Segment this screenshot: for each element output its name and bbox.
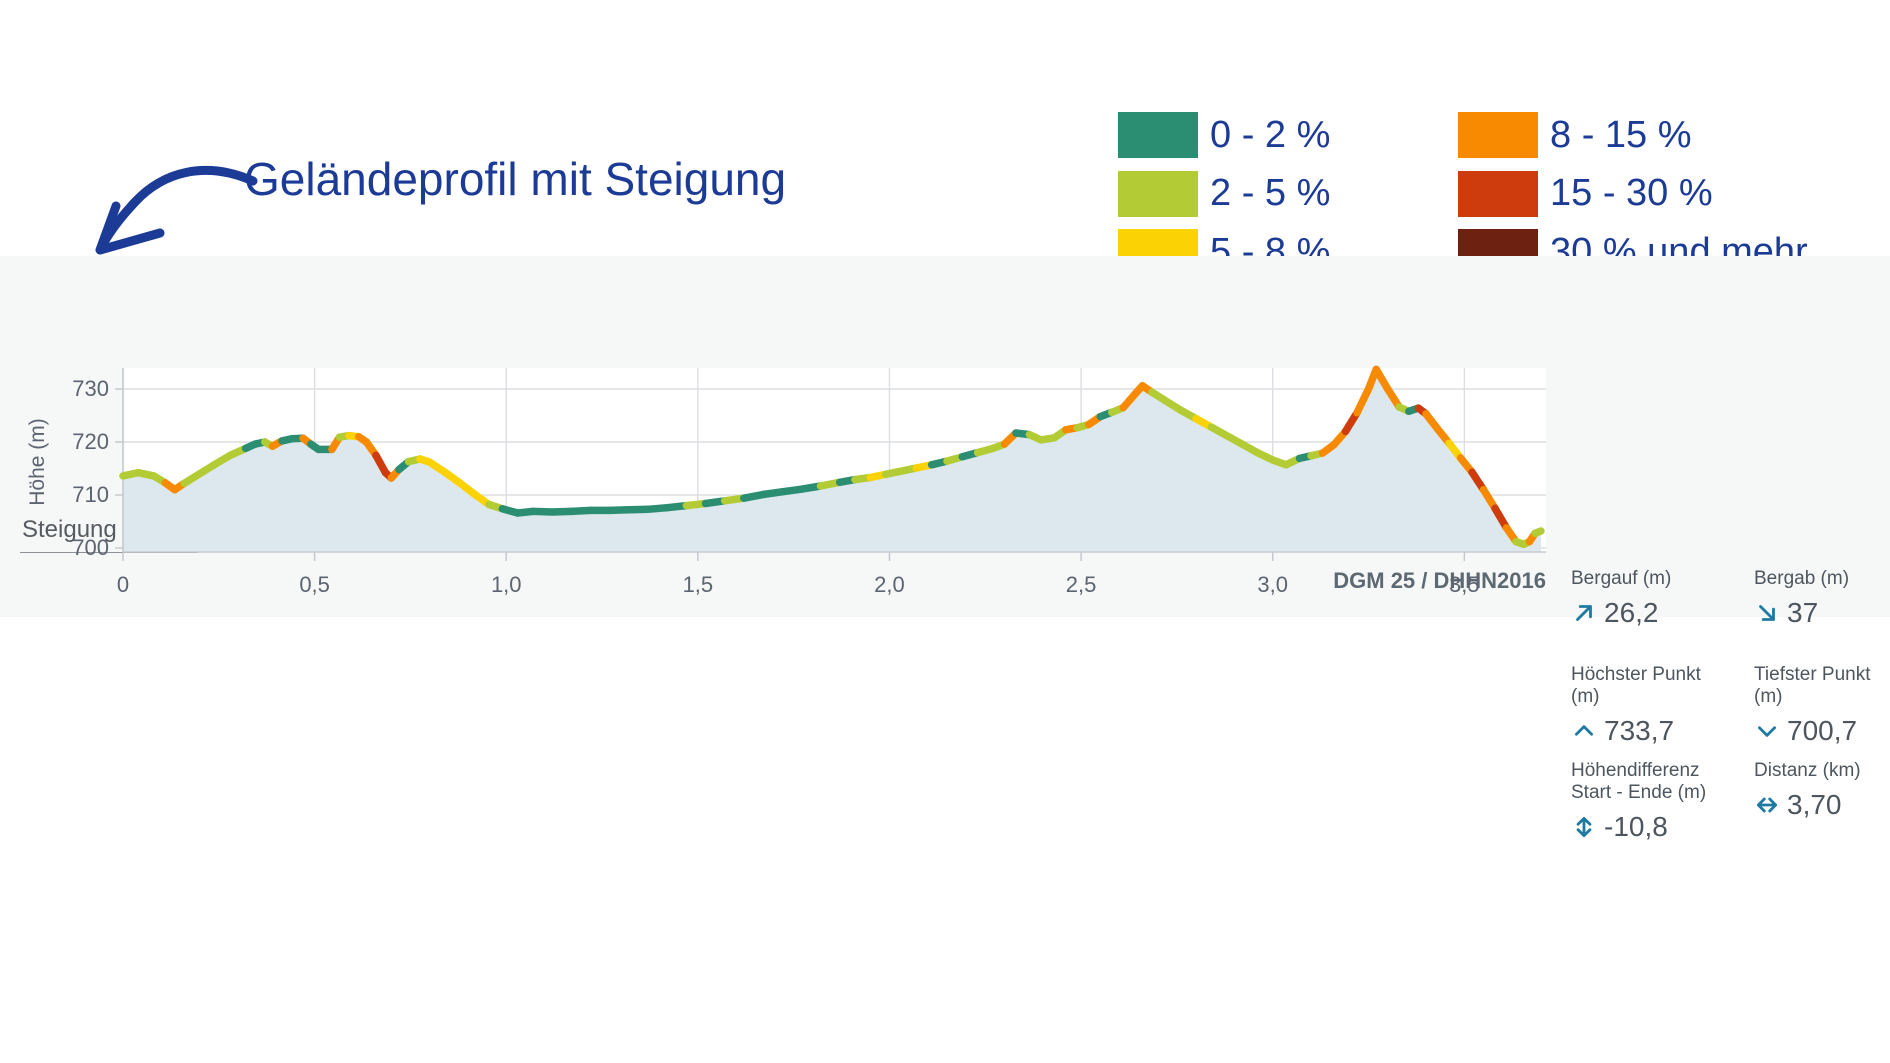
stat-item: Bergab (m) 37 xyxy=(1754,568,1890,629)
stat-value: 37 xyxy=(1787,597,1819,628)
stat-label: Distanz (km) xyxy=(1754,760,1861,781)
steigung-dropdown[interactable]: Steigung xyxy=(20,514,198,553)
stat-value-row: -10,8 xyxy=(1571,811,1716,843)
chart-band: Steigung DGM 25 / DHHN2016 0 0,5 1,0 1,5 2,0… xyxy=(0,256,1890,842)
stat-value-row: 700,7 xyxy=(1754,715,1890,747)
stat-item: Distanz (km) 3,70 xyxy=(1754,760,1890,821)
svg-text:2,5: 2,5 xyxy=(1066,572,1097,597)
legend-swatch xyxy=(1118,170,1198,217)
legend-item-label: 15 - 30 % xyxy=(1550,172,1713,214)
legend-item: 0 - 2 % xyxy=(1118,112,1330,158)
profile-line xyxy=(119,365,1545,549)
elevation-profile-chart[interactable]: 0 0,5 1,0 1,5 2,0 2,5 3,0 3,5 700 710 720 730 Höhe (… xyxy=(0,256,1890,617)
legend-item: 2 - 5 % xyxy=(1118,170,1331,217)
stat-label: Höchster Punkt (m) xyxy=(1571,664,1701,707)
svg-text:0,5: 0,5 xyxy=(299,572,330,597)
legend-item-label: 0 - 2 % xyxy=(1210,113,1331,156)
stat-value: 733,7 xyxy=(1604,715,1675,746)
chevron-down-icon xyxy=(1758,726,1776,737)
stat-value: 700,7 xyxy=(1787,715,1858,746)
legend-swatch xyxy=(1458,112,1538,158)
svg-text:3,5: 3,5 xyxy=(1449,572,1480,597)
legend-item-label: 2 - 5 % xyxy=(1210,172,1331,214)
stat-value: 26,2 xyxy=(1604,597,1659,628)
stat-value-row: 733,7 xyxy=(1571,715,1716,747)
svg-text:710: 710 xyxy=(72,482,109,507)
stat-value-row: 26,2 xyxy=(1571,597,1716,629)
stat-item: Bergauf (m) 26,2 xyxy=(1571,568,1716,629)
legend-item-label: 8 - 15 % xyxy=(1550,113,1692,156)
annotation-title: Geländeprofil mit Steigung xyxy=(244,153,787,205)
arrow-left-right-icon xyxy=(1756,797,1778,813)
svg-text:700: 700 xyxy=(72,535,109,560)
source-label: DGM 25 / DHHN2016 xyxy=(1333,568,1546,593)
svg-text:3,0: 3,0 xyxy=(1257,572,1288,597)
stat-item: Höchster Punkt (m) 733,7 xyxy=(1571,664,1716,747)
chevron-up-icon xyxy=(1575,725,1593,736)
svg-text:1,5: 1,5 xyxy=(683,572,714,597)
stat-label: Höhendifferenz Start - Ende (m) xyxy=(1571,760,1707,803)
stat-value-row: 37 xyxy=(1754,597,1890,629)
legend-item: 15 - 30 % xyxy=(1458,170,1713,217)
axes xyxy=(122,368,1546,553)
svg-text:2,0: 2,0 xyxy=(874,572,905,597)
legend-swatch xyxy=(1118,112,1198,158)
svg-text:1,0: 1,0 xyxy=(491,572,522,597)
stat-label: Bergab (m) xyxy=(1754,568,1850,589)
arrow-up-down-icon xyxy=(1576,816,1592,838)
svg-text:0: 0 xyxy=(117,572,129,597)
steigung-label: Steigung xyxy=(22,516,117,543)
arrow-up-right-icon xyxy=(1576,605,1592,621)
axis-labels: 0 0,5 1,0 1,5 2,0 2,5 3,0 3,5 700 710 720 730 Höhe (… xyxy=(26,376,1480,597)
stat-value: -10,8 xyxy=(1604,811,1668,842)
stat-label: Bergauf (m) xyxy=(1571,568,1672,589)
y-axis-title: Höhe (m) xyxy=(26,418,49,506)
legend-item: 8 - 15 % xyxy=(1458,112,1692,158)
stat-value: 3,70 xyxy=(1787,789,1842,820)
arrow-down-right-icon xyxy=(1759,605,1775,621)
legend-swatch xyxy=(1458,170,1538,217)
stat-item: Tiefster Punkt (m) 700,7 xyxy=(1754,664,1890,747)
svg-text:720: 720 xyxy=(72,429,109,454)
stat-item: Höhendifferenz Start - Ende (m) -10,8 xyxy=(1571,760,1716,843)
annotation-arrow-icon xyxy=(95,165,258,255)
stat-label: Tiefster Punkt (m) xyxy=(1754,664,1871,707)
svg-text:730: 730 xyxy=(72,376,109,401)
stat-value-row: 3,70 xyxy=(1754,789,1890,821)
